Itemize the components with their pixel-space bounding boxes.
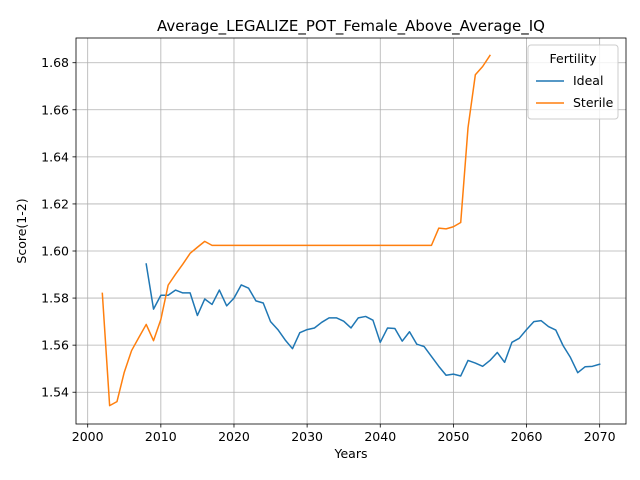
x-tick-label: 2020 xyxy=(218,429,250,444)
y-tick-label: 1.54 xyxy=(41,385,69,400)
legend: Fertility Ideal Sterile xyxy=(527,44,619,120)
y-tick-label: 1.56 xyxy=(41,338,69,353)
x-tick-label: 2030 xyxy=(291,429,323,444)
y-tick-label: 1.60 xyxy=(41,244,69,259)
legend-title: Fertility xyxy=(550,51,598,66)
legend-label-sterile: Sterile xyxy=(573,95,614,110)
y-tick-label: 1.62 xyxy=(41,196,69,211)
series-line-sterile xyxy=(101,54,491,407)
y-tick-label: 1.64 xyxy=(41,149,69,164)
x-tick-label: 2040 xyxy=(364,429,396,444)
chart-title: Average_LEGALIZE_POT_Female_Above_Averag… xyxy=(157,17,545,36)
y-tick-label: 1.66 xyxy=(41,102,69,117)
x-tick-label: 2000 xyxy=(72,429,104,444)
y-tick-label: 1.58 xyxy=(41,291,69,306)
plot-area xyxy=(75,37,627,425)
x-tick-label: 2060 xyxy=(511,429,543,444)
legend-box xyxy=(527,44,619,120)
series-lines xyxy=(101,54,601,407)
y-tick-label: 1.68 xyxy=(41,55,69,70)
series-line-ideal xyxy=(145,263,601,377)
x-axis-label: Years xyxy=(334,446,368,461)
x-tick-label: 2050 xyxy=(437,429,469,444)
axis-ticks: 2000 2010 2020 2030 2040 2050 2060 2070 1.54 1.56… xyxy=(41,55,615,444)
x-tick-label: 2070 xyxy=(584,429,616,444)
y-axis-label: Score(1-2) xyxy=(14,198,29,263)
legend-label-ideal: Ideal xyxy=(573,73,603,88)
legend-entries: Ideal Sterile xyxy=(536,73,614,110)
x-tick-label: 2010 xyxy=(145,429,177,444)
